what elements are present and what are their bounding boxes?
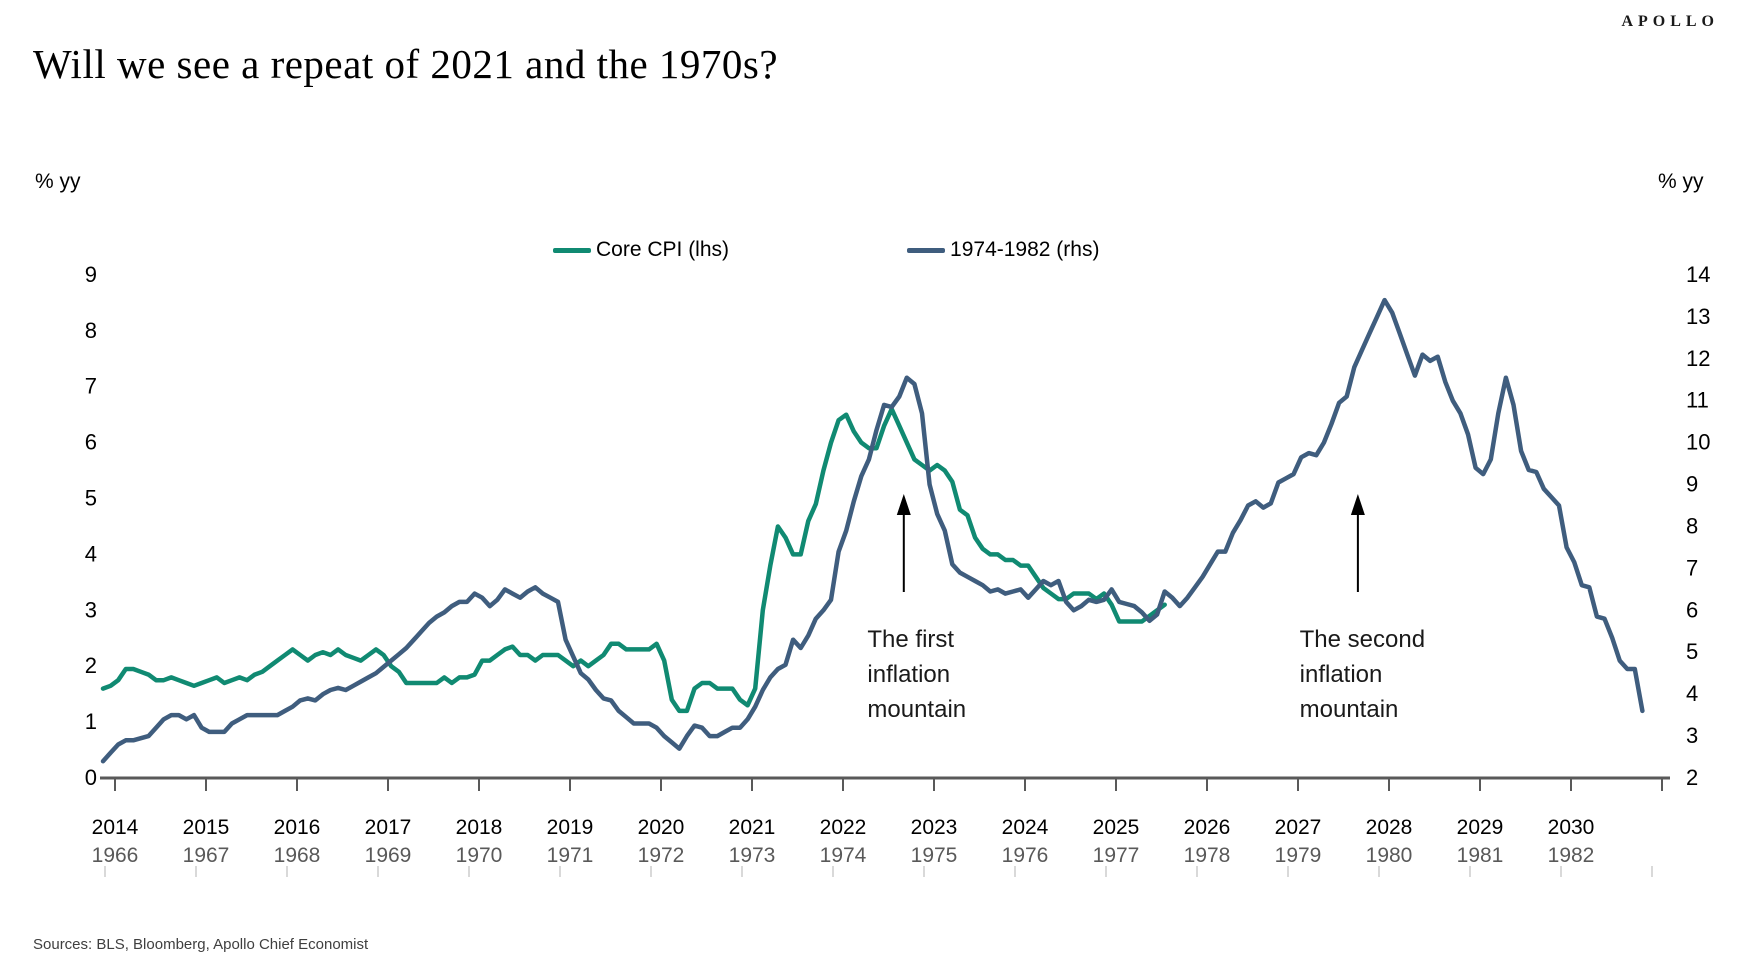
x-label-modern: 2017 <box>365 816 412 839</box>
x-label-historic: 1974 <box>820 844 867 867</box>
x-label-historic: 1970 <box>456 844 503 867</box>
series-1974-1982-swatch <box>907 247 946 253</box>
y-right-tick-label: 13 <box>1686 304 1710 329</box>
annotation-text-first-mountain: mountain <box>867 696 966 723</box>
x-label-historic: 1982 <box>1548 844 1595 867</box>
y-left-tick-label: 7 <box>85 374 97 399</box>
y-right-tick-label: 11 <box>1686 388 1709 413</box>
x-label-historic: 1969 <box>365 844 412 867</box>
series-line-1974-1982 <box>100 297 1645 764</box>
x-label-modern: 2019 <box>547 816 594 839</box>
y-left-tick-label: 6 <box>85 430 97 455</box>
apollo-logo: APOLLO <box>1621 13 1719 30</box>
x-label-modern: 2016 <box>274 816 321 839</box>
x-label-historic: 1973 <box>729 844 776 867</box>
x-label-modern: 2015 <box>183 816 230 839</box>
y-right-tick-label: 9 <box>1686 472 1698 497</box>
x-label-modern: 2027 <box>1275 816 1322 839</box>
annotation-text-second-mountain: The second <box>1300 626 1425 653</box>
annotation-text-second-mountain: inflation <box>1300 661 1383 688</box>
y-right-tick-label: 12 <box>1686 346 1710 371</box>
y-right-tick-label: 3 <box>1686 723 1698 748</box>
annotation-text-first-mountain: inflation <box>867 661 950 688</box>
x-label-modern: 2022 <box>820 816 867 839</box>
legend-item-1974-1982: 1974-1982 (rhs) <box>907 238 1099 262</box>
y-left-tick-label: 2 <box>85 653 97 678</box>
legend-item-core-cpi: Core CPI (lhs) <box>553 238 729 262</box>
x-label-historic: 1979 <box>1275 844 1322 867</box>
x-label-modern: 2029 <box>1457 816 1504 839</box>
y-right-tick-label: 2 <box>1686 765 1698 790</box>
x-label-historic: 1976 <box>1002 844 1049 867</box>
y-left-tick-label: 1 <box>85 709 97 734</box>
legend: Core CPI (lhs) 1974-1982 (rhs) <box>553 238 1099 262</box>
y-left-tick-label: 9 <box>85 262 97 287</box>
series-line-core-cpi <box>100 406 1167 714</box>
x-label-modern: 2024 <box>1002 816 1049 839</box>
x-label-historic: 1980 <box>1366 844 1413 867</box>
x-label-historic: 1966 <box>92 844 139 867</box>
series-1974-1982-legend-label: 1974-1982 (rhs) <box>950 238 1100 261</box>
x-label-modern: 2014 <box>92 816 139 839</box>
y-right-tick-label: 8 <box>1686 513 1698 538</box>
x-label-modern: 2025 <box>1093 816 1140 839</box>
y-left-tick-label: 0 <box>85 765 97 790</box>
core-cpi-swatch <box>553 247 591 253</box>
x-label-modern: 2018 <box>456 816 503 839</box>
annotation-text-second-mountain: mountain <box>1300 696 1399 723</box>
y-left-tick-label: 5 <box>85 486 97 511</box>
core-cpi-legend-label: Core CPI (lhs) <box>596 238 730 261</box>
y-right-tick-label: 4 <box>1686 681 1698 706</box>
annotation-arrow-head <box>1350 494 1365 515</box>
x-label-historic: 1972 <box>638 844 685 867</box>
x-label-historic: 1978 <box>1184 844 1231 867</box>
y-left-tick-label: 3 <box>85 597 97 622</box>
x-label-modern: 2028 <box>1366 816 1413 839</box>
source-note: Sources: BLS, Bloomberg, Apollo Chief Ec… <box>33 936 369 953</box>
x-label-modern: 2026 <box>1184 816 1231 839</box>
y-right-tick-label: 5 <box>1686 639 1698 664</box>
x-label-modern: 2020 <box>638 816 685 839</box>
y-left-tick-label: 8 <box>85 318 97 343</box>
x-label-modern: 2030 <box>1548 816 1595 839</box>
page-title: Will we see a repeat of 2021 and the 197… <box>33 41 779 87</box>
y-right-tick-label: 14 <box>1686 262 1710 287</box>
left-axis-unit: % yy <box>35 170 81 193</box>
x-label-historic: 1975 <box>911 844 958 867</box>
y-left-tick-label: 4 <box>85 541 97 566</box>
x-label-modern: 2023 <box>911 816 958 839</box>
y-right-tick-label: 6 <box>1686 597 1698 622</box>
y-right-tick-label: 7 <box>1686 555 1698 580</box>
x-label-modern: 2021 <box>729 816 776 839</box>
annotation-arrow-head <box>896 494 911 515</box>
y-right-tick-label: 10 <box>1686 430 1710 455</box>
x-label-historic: 1968 <box>274 844 321 867</box>
x-label-historic: 1981 <box>1457 844 1504 867</box>
x-label-historic: 1977 <box>1093 844 1140 867</box>
x-label-historic: 1971 <box>547 844 594 867</box>
right-axis-unit: % yy <box>1658 170 1704 193</box>
annotation-text-first-mountain: The first <box>867 626 954 653</box>
x-label-historic: 1967 <box>183 844 230 867</box>
